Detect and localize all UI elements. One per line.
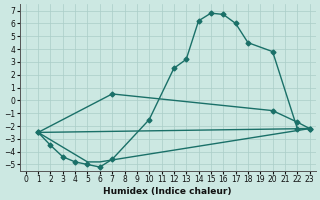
X-axis label: Humidex (Indice chaleur): Humidex (Indice chaleur) <box>103 187 232 196</box>
